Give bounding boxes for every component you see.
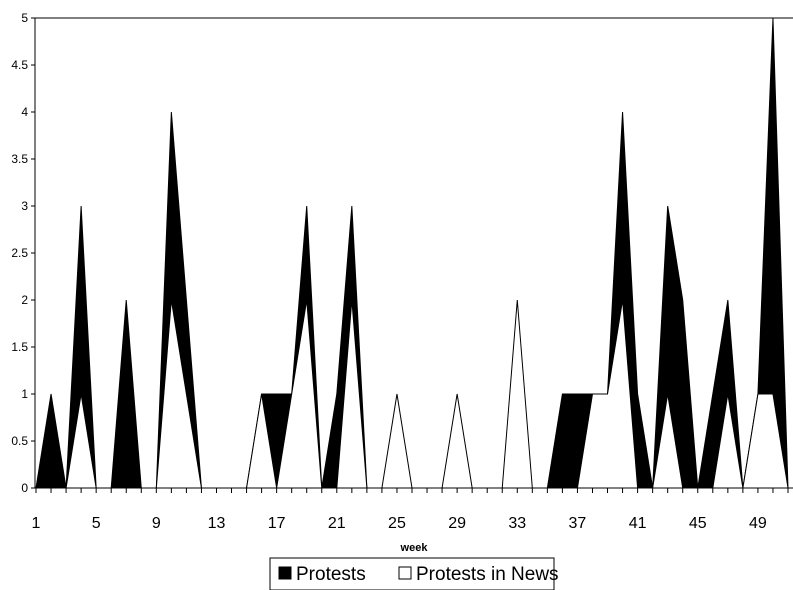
- x-tick-label: 9: [152, 515, 161, 532]
- x-tick-label: 25: [388, 515, 406, 532]
- plot-area: [35, 17, 789, 489]
- y-tick-label: 0: [21, 481, 28, 495]
- x-tick-label: 33: [508, 515, 526, 532]
- x-tick-label: 45: [689, 515, 707, 532]
- y-tick-label: 1.5: [11, 340, 28, 354]
- legend: Protests Protests in News: [269, 557, 559, 590]
- x-tick-label: 41: [629, 515, 647, 532]
- x-tick-label: 29: [448, 515, 466, 532]
- x-tick-label: 37: [569, 515, 587, 532]
- y-ticks: 0 0.5 1 1.5 2 2.5 3 3.5 4 4.5 5: [11, 11, 35, 495]
- legend-swatch-protests-in-news: [398, 566, 412, 580]
- y-tick-label: 1: [21, 387, 28, 401]
- legend-box: [269, 557, 555, 590]
- y-tick-label: 2.5: [11, 246, 28, 260]
- y-tick-label: 3.5: [11, 152, 28, 166]
- y-tick-label: 3: [21, 199, 28, 213]
- x-tick-label: 49: [749, 515, 767, 532]
- legend-label-protests: Protests: [296, 564, 366, 585]
- y-tick-label: 2: [21, 293, 28, 307]
- y-tick-label: 5: [21, 11, 28, 25]
- y-tick-label: 0.5: [11, 434, 28, 448]
- x-axis-title: week: [400, 542, 429, 554]
- y-tick-label: 4.5: [11, 58, 28, 72]
- y-tick-label: 4: [21, 105, 28, 119]
- x-tick-label: 5: [92, 515, 101, 532]
- legend-swatch-protests: [278, 566, 292, 580]
- x-tick-label: 13: [208, 515, 226, 532]
- x-tick-label: 17: [268, 515, 286, 532]
- x-tick-label: 1: [32, 515, 41, 532]
- series-area-protests: [35, 17, 789, 489]
- x-tick-label: 21: [328, 515, 346, 532]
- legend-label-protests-in-news: Protests in News: [416, 564, 559, 585]
- x-ticks: 1 5 9 13 17 21 25 29 33 37 41 45 49: [32, 488, 789, 532]
